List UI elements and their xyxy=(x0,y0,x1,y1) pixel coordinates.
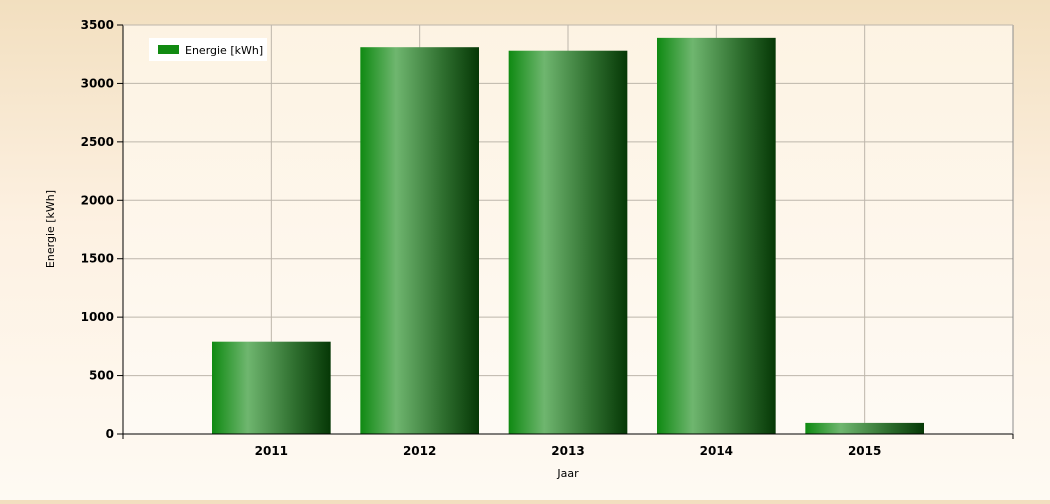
bar-2011 xyxy=(212,341,331,434)
x-tick-labels: 2011 2012 2013 2014 2015 xyxy=(255,444,882,458)
y-tick-labels: 0 500 1000 1500 2000 2500 3000 3500 xyxy=(81,18,114,441)
axes xyxy=(117,24,1014,439)
x-tick-label: 2011 xyxy=(255,444,288,458)
bar-2014 xyxy=(657,37,776,435)
y-tick-label: 3500 xyxy=(81,18,114,32)
legend-label: Energie [kWh] xyxy=(185,44,263,57)
x-tick-label: 2015 xyxy=(848,444,881,458)
bar-2012 xyxy=(360,47,479,435)
y-tick-label: 500 xyxy=(89,369,114,383)
bar-2015 xyxy=(805,422,924,434)
y-tick-label: 2000 xyxy=(81,193,114,207)
y-axis-title: Energie [kWh] xyxy=(44,190,57,268)
x-tick-label: 2012 xyxy=(403,444,436,458)
y-tick-label: 1500 xyxy=(81,252,114,266)
y-tick-label: 0 xyxy=(106,427,114,441)
legend-swatch xyxy=(158,45,179,54)
y-tick-label: 1000 xyxy=(81,310,114,324)
x-axis-title: Jaar xyxy=(556,467,579,480)
y-tick-label: 3000 xyxy=(81,76,114,90)
legend-box xyxy=(149,38,267,61)
legend: Energie [kWh] xyxy=(149,38,267,61)
bar-2013 xyxy=(508,50,628,435)
x-tick-label: 2014 xyxy=(700,444,733,458)
bars-group xyxy=(212,37,924,435)
y-tick-label: 2500 xyxy=(81,135,114,149)
x-tick-label: 2013 xyxy=(551,444,584,458)
